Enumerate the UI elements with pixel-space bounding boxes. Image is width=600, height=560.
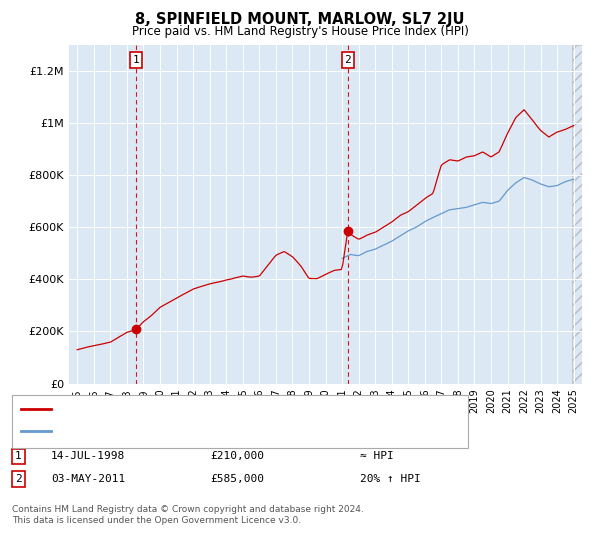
- Text: £585,000: £585,000: [210, 474, 264, 484]
- Text: 8, SPINFIELD MOUNT, MARLOW, SL7 2JU (detached house): 8, SPINFIELD MOUNT, MARLOW, SL7 2JU (det…: [57, 404, 359, 414]
- Text: £210,000: £210,000: [210, 451, 264, 461]
- Text: 20% ↑ HPI: 20% ↑ HPI: [360, 474, 421, 484]
- Text: 14-JUL-1998: 14-JUL-1998: [51, 451, 125, 461]
- Text: 1: 1: [15, 451, 22, 461]
- Text: 2: 2: [15, 474, 22, 484]
- Text: HPI: Average price, detached house, Buckinghamshire: HPI: Average price, detached house, Buck…: [57, 426, 341, 436]
- Text: 03-MAY-2011: 03-MAY-2011: [51, 474, 125, 484]
- Text: Price paid vs. HM Land Registry's House Price Index (HPI): Price paid vs. HM Land Registry's House …: [131, 25, 469, 38]
- Text: 8, SPINFIELD MOUNT, MARLOW, SL7 2JU: 8, SPINFIELD MOUNT, MARLOW, SL7 2JU: [135, 12, 465, 27]
- Text: 1: 1: [133, 55, 139, 65]
- Text: 2: 2: [344, 55, 351, 65]
- Text: ≈ HPI: ≈ HPI: [360, 451, 394, 461]
- Text: Contains HM Land Registry data © Crown copyright and database right 2024.
This d: Contains HM Land Registry data © Crown c…: [12, 505, 364, 525]
